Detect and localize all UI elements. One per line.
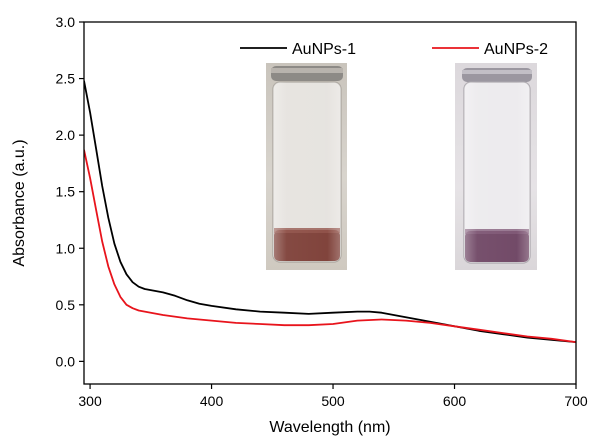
aunps-2-vial-photo <box>455 63 537 270</box>
y-tick-label: 2.0 <box>56 127 76 143</box>
y-axis-title: Absorbance (a.u.) <box>11 139 28 266</box>
aunps-1-vial-photo <box>266 63 347 270</box>
x-tick-label: 300 <box>78 393 102 409</box>
x-tick-label: 400 <box>200 393 224 409</box>
x-tick-label: 700 <box>564 393 588 409</box>
x-tick-label: 500 <box>321 393 345 409</box>
legend-label-aunps-2: AuNPs-2 <box>484 41 548 58</box>
y-tick-label: 1.5 <box>56 184 76 200</box>
y-tick-label: 2.5 <box>56 71 76 87</box>
legend-label-aunps-1: AuNPs-1 <box>292 41 356 58</box>
legend: AuNPs-1 AuNPs-2 <box>240 41 548 58</box>
plot-frame <box>83 21 577 385</box>
series-line-aunps-2 <box>84 149 576 343</box>
x-tick-label: 600 <box>443 393 467 409</box>
y-tick-label: 1.0 <box>56 240 76 256</box>
y-tick-label: 0.0 <box>56 353 76 369</box>
x-axis-title: Wavelength (nm) <box>269 419 390 436</box>
y-tick-label: 0.5 <box>56 297 76 313</box>
y-tick-label: 3.0 <box>56 14 76 30</box>
